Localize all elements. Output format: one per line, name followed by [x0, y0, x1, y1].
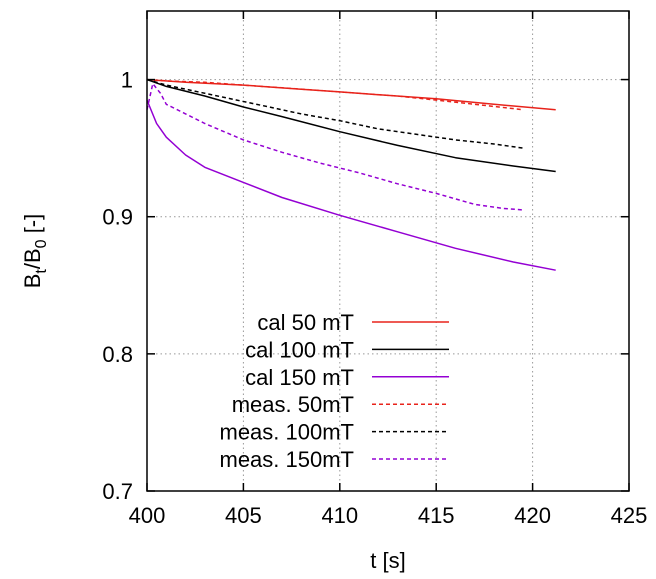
series-line [146, 78, 556, 173]
y-tick-label: 0.8 [102, 342, 133, 367]
legend-label: meas. 150mT [220, 447, 355, 472]
series-line [146, 78, 524, 149]
legend-label: cal 100 mT [245, 337, 354, 362]
axis-ticks [146, 11, 630, 492]
y-axis-title-sub-t: t [33, 269, 50, 274]
series-line [146, 78, 524, 111]
x-tick-label: 415 [418, 503, 455, 528]
y-axis-title: Bt/B0 [-] [20, 214, 50, 289]
series-lines [146, 78, 556, 271]
legend-label: meas. 50mT [232, 392, 354, 417]
y-tick-label: 0.9 [102, 205, 133, 230]
x-tick-label: 400 [129, 503, 166, 528]
y-tick-label: 0.7 [102, 479, 133, 504]
legend-label: cal 50 mT [257, 310, 354, 335]
legend-label: cal 150 mT [245, 365, 354, 390]
series-line [146, 78, 556, 111]
x-tick-label: 420 [514, 503, 551, 528]
y-tick-labels: 0.7 0.8 0.9 1 [102, 68, 133, 504]
y-axis-title-tail: [-] [20, 214, 45, 240]
x-tick-label: 405 [225, 503, 262, 528]
y-tick-label: 1 [121, 68, 133, 93]
x-axis-title: t [s] [370, 548, 405, 573]
x-tick-label: 425 [611, 503, 648, 528]
plot-frame [146, 10, 630, 492]
x-tick-labels: 400 405 410 415 420 425 [129, 503, 648, 528]
y-axis-title-mid: /B [20, 248, 45, 269]
y-axis-title-base: B [20, 274, 45, 289]
x-tick-label: 410 [321, 503, 358, 528]
grid [147, 11, 629, 491]
legend-label: meas. 100mT [220, 420, 355, 445]
series-line [146, 82, 524, 211]
series-line [146, 99, 556, 271]
y-axis-title-sub-0: 0 [33, 239, 50, 248]
